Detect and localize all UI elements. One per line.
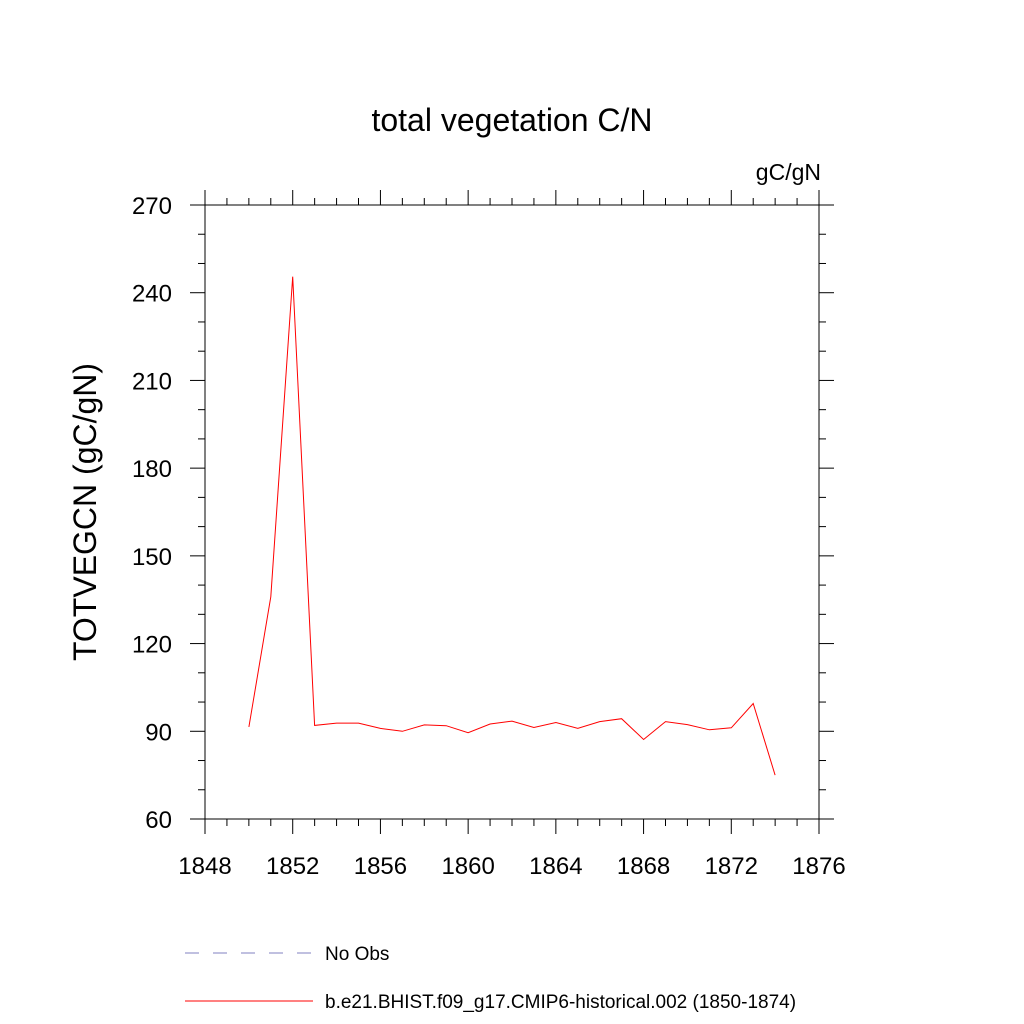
chart-title: total vegetation C/N (371, 102, 652, 138)
y-tick-label: 60 (145, 807, 172, 834)
axis-ticks (190, 190, 834, 834)
plot-frame (204, 204, 820, 820)
series-line (248, 276, 776, 776)
legend-label: b.e21.BHIST.f09_g17.CMIP6-historical.002… (325, 992, 796, 1013)
x-tick-label: 1856 (354, 853, 407, 880)
x-tick-label: 1872 (705, 853, 758, 880)
x-tick-label: 1864 (529, 853, 582, 880)
x-tick-label: 1876 (792, 853, 845, 880)
series-group (248, 276, 776, 776)
y-tick-label: 180 (132, 456, 172, 483)
y-tick-label: 270 (132, 193, 172, 220)
y-tick-label: 90 (145, 719, 172, 746)
y-tick-label: 210 (132, 368, 172, 395)
y-tick-label: 120 (132, 632, 172, 659)
legend-label: No Obs (325, 944, 389, 965)
legend: No Obs b.e21.BHIST.f09_g17.CMIP6-historic… (185, 944, 796, 1013)
x-tick-label: 1868 (617, 853, 670, 880)
x-tick-label: 1860 (441, 853, 494, 880)
x-tick-label: 1848 (178, 853, 231, 880)
y-tick-label: 150 (132, 544, 172, 571)
y-axis-label: TOTVEGCN (gC/gN) (67, 363, 103, 661)
axis-tick-labels: 1848 1852 1856 1860 1864 1868 1872 1876 60 90 120 1… (132, 193, 846, 880)
x-tick-label: 1852 (266, 853, 319, 880)
y-tick-label: 240 (132, 281, 172, 308)
units-label: gC/gN (756, 159, 821, 185)
